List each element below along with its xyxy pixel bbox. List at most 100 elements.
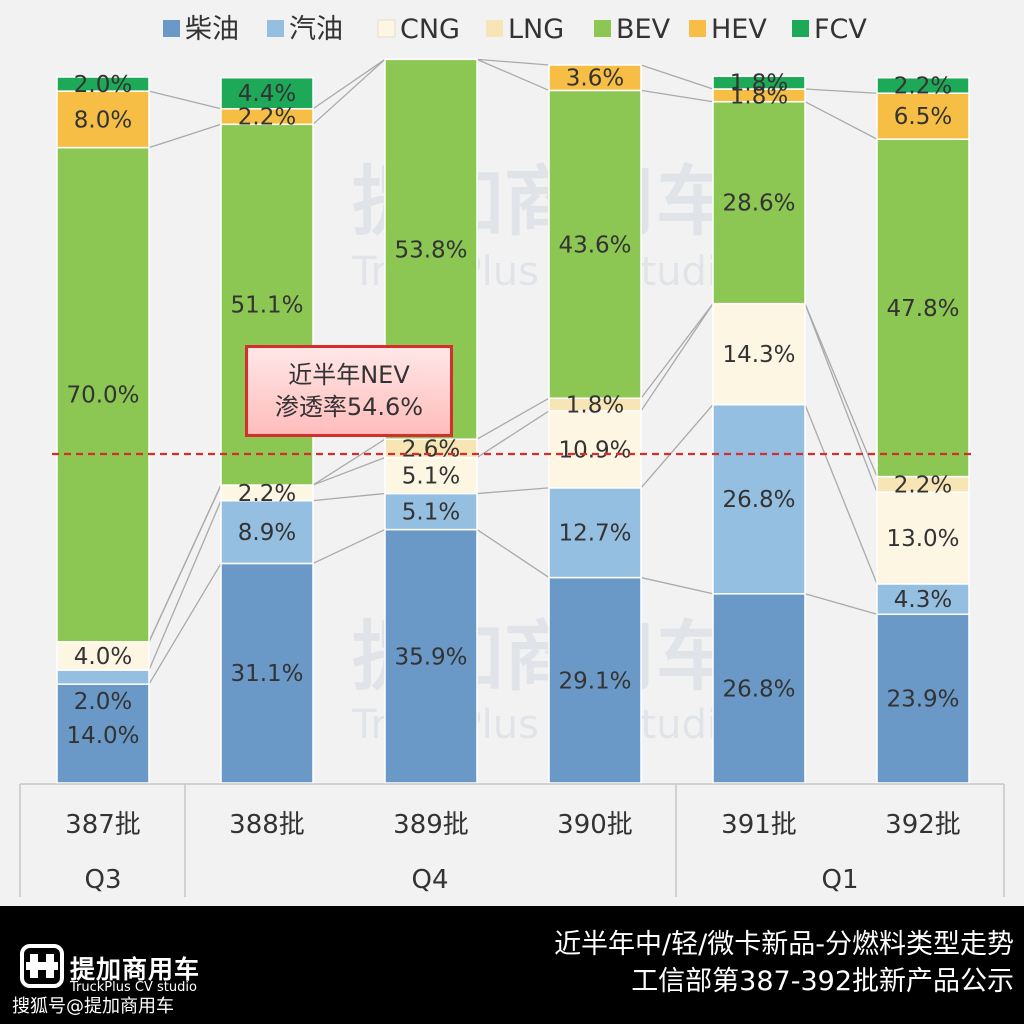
legend-label-柴油: 柴油 xyxy=(185,14,239,45)
legend-swatch-汽油 xyxy=(267,20,284,37)
connector-line xyxy=(148,90,222,110)
bar-segment-柴油-390批 xyxy=(548,576,642,784)
connector-line xyxy=(804,593,878,615)
brand-name-cn: 提加商用车 xyxy=(70,955,201,984)
legend-label-汽油: 汽油 xyxy=(289,14,343,45)
connector-line xyxy=(640,89,714,103)
data-label: 47.8% xyxy=(886,296,959,322)
bar-segment-FCV-391批 xyxy=(712,75,806,90)
group-label-Q1: Q1 xyxy=(821,865,858,895)
data-label: 4.3% xyxy=(894,587,952,613)
legend-label-LNG: LNG xyxy=(508,14,564,45)
brand-logo-icon xyxy=(20,944,64,988)
callout-line1: 近半年NEV xyxy=(288,361,410,389)
data-label: 2.0% xyxy=(74,72,132,98)
bar-segment-FCV-388批 xyxy=(220,76,314,110)
connector-line xyxy=(476,410,550,459)
data-label: 1.8% xyxy=(566,393,624,419)
bar-segment-BEV-392批 xyxy=(876,138,970,478)
legend-swatch-BEV xyxy=(594,20,611,37)
category-label: 389批 xyxy=(393,810,469,840)
data-label: 29.1% xyxy=(558,668,631,694)
bar-segment-HEV-387批 xyxy=(56,90,150,149)
category-label: 392批 xyxy=(885,810,961,840)
data-label: 43.6% xyxy=(558,232,631,258)
data-label: 2.2% xyxy=(894,73,952,99)
data-label: 3.6% xyxy=(566,66,624,92)
connector-line xyxy=(640,576,714,595)
connector-line xyxy=(476,58,550,66)
connector-line xyxy=(476,487,550,495)
connector-line xyxy=(148,484,222,643)
data-labels: 14.0% 2.0% 4.0% 70.0% 8.0% 2.0% 31.1% 8.9% 2.2% 5… xyxy=(66,66,959,749)
data-label: 26.8% xyxy=(722,676,795,702)
group-label-Q4: Q4 xyxy=(411,865,448,895)
bar-segment-HEV-392批 xyxy=(876,92,970,140)
connector-line xyxy=(804,404,878,585)
bar-segment-CNG-387批 xyxy=(56,641,150,671)
data-label: 10.9% xyxy=(558,437,631,463)
category-label: 388批 xyxy=(229,810,305,840)
bar-segment-柴油-388批 xyxy=(220,562,314,784)
bar-segment-汽油-387批 xyxy=(56,669,150,685)
data-label: 14.0% xyxy=(66,723,139,749)
footer-banner: 提加商用车 TruckPlus CV studio 搜狐号@提加商用车 近半年中… xyxy=(0,906,1024,1024)
data-label: 5.1% xyxy=(402,464,460,490)
data-label: 2.0% xyxy=(74,689,132,715)
data-label: 5.1% xyxy=(402,500,460,526)
category-label: 387批 xyxy=(65,810,141,840)
data-label: 8.9% xyxy=(238,520,296,546)
data-label: 4.0% xyxy=(74,644,132,670)
connector-line xyxy=(312,58,386,125)
category-label: 391批 xyxy=(721,810,797,840)
connector-line xyxy=(312,438,386,486)
data-label: 1.8% xyxy=(730,83,788,109)
legend-label-FCV: FCV xyxy=(814,14,867,45)
bar-segment-柴油-389批 xyxy=(384,528,478,784)
bar-segment-FCV-392批 xyxy=(876,76,970,94)
connector-line xyxy=(476,58,550,92)
connector-line xyxy=(312,528,386,565)
legend-swatch-柴油 xyxy=(163,20,180,37)
data-label: 31.1% xyxy=(230,661,303,687)
bar-segment-BEV-391批 xyxy=(712,100,806,305)
bar-segment-FCV-387批 xyxy=(56,76,150,92)
connector-line xyxy=(640,303,714,399)
connector-line xyxy=(640,404,714,489)
bar-segment-汽油-388批 xyxy=(220,499,314,565)
connector-line xyxy=(640,64,714,90)
bar-segment-CNG-392批 xyxy=(876,491,970,585)
legend-swatch-CNG xyxy=(377,19,396,38)
data-label: 6.5% xyxy=(894,104,952,130)
data-label: 13.0% xyxy=(886,526,959,552)
connector-line xyxy=(148,563,222,685)
data-label: 26.8% xyxy=(722,487,795,513)
connector-line xyxy=(476,397,550,440)
stacked-bar-chart: 提加商用车 TruckPlus CV studio 提加商用车 TruckPlu… xyxy=(19,14,1005,897)
legend-swatch-HEV xyxy=(689,20,706,37)
data-label: 23.9% xyxy=(886,687,959,713)
legend-label-HEV: HEV xyxy=(711,14,767,45)
data-label: 1.8% xyxy=(730,71,788,97)
bars xyxy=(56,58,970,784)
connector-line xyxy=(148,500,222,671)
data-label: 14.3% xyxy=(722,342,795,368)
sohu-credit: 搜狐号@提加商用车 xyxy=(12,996,174,1017)
data-label: 28.6% xyxy=(722,191,795,217)
bar-segment-汽油-389批 xyxy=(384,492,478,531)
data-label: 53.8% xyxy=(394,237,467,263)
connector-line xyxy=(148,123,222,149)
bar-segment-汽油-391批 xyxy=(712,403,806,595)
legend-label-BEV: BEV xyxy=(616,14,671,45)
connector-line xyxy=(312,492,386,502)
connector-line xyxy=(476,529,550,579)
connector-line xyxy=(804,101,878,140)
bar-segment-CNG-389批 xyxy=(384,456,478,495)
data-label: 2.2% xyxy=(238,481,296,507)
data-label: 70.0% xyxy=(66,383,139,409)
data-label: 4.4% xyxy=(238,81,296,107)
connector-line xyxy=(312,456,386,486)
connector-line xyxy=(804,303,878,477)
connector-line xyxy=(804,88,878,94)
data-label: 2.2% xyxy=(894,472,952,498)
